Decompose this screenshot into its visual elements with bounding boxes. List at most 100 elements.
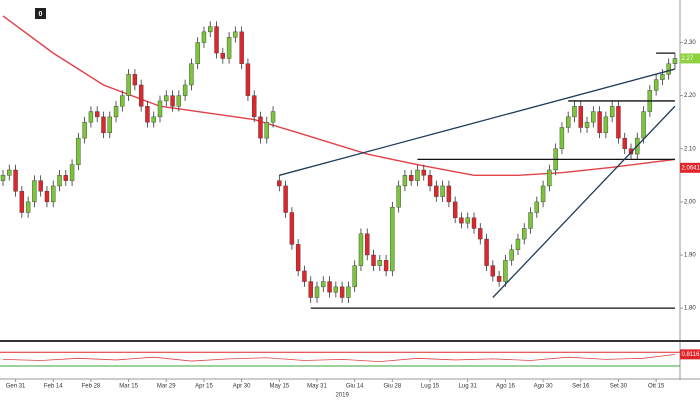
candle-body — [459, 217, 464, 224]
candle-body — [226, 36, 232, 59]
corner-box — [35, 8, 46, 19]
candle-body — [503, 260, 508, 282]
x-tick-label: Ago 16 — [496, 384, 516, 390]
candle-body — [496, 276, 502, 282]
indicator-tag-label: 0.8116 — [682, 352, 700, 358]
candle-body — [220, 52, 226, 59]
candle-body — [383, 260, 389, 272]
candle-body — [239, 31, 244, 64]
candle-body — [94, 111, 100, 118]
candle-body — [358, 233, 364, 266]
candle-body — [258, 116, 263, 139]
candle-body — [597, 111, 602, 134]
candle-body — [214, 26, 219, 54]
candle-body — [377, 260, 382, 266]
x-tick-label: Ago 30 — [534, 384, 554, 390]
x-tick-label: Apr 15 — [195, 384, 213, 390]
x-tick-label: Lug 15 — [421, 384, 440, 390]
candle-body — [38, 180, 43, 192]
candle-body — [69, 164, 75, 181]
candle-body — [51, 185, 56, 203]
candle-body — [107, 116, 112, 134]
candle-body — [289, 212, 295, 245]
candle-body — [409, 175, 414, 181]
candle-body — [302, 270, 307, 282]
y-tick-label: 2.00 — [684, 199, 696, 205]
candle-body — [427, 175, 433, 187]
candle-body — [270, 111, 276, 123]
candle-body — [157, 100, 163, 118]
x-tick-label: Ott 15 — [648, 384, 665, 390]
candle-body — [660, 74, 665, 80]
candle-body — [208, 26, 213, 33]
x-tick-label: Set 16 — [572, 384, 590, 390]
candle-body — [365, 233, 370, 256]
year-label: 2019 — [335, 393, 349, 399]
candle-body — [622, 137, 627, 149]
x-tick-label: Gen 31 — [6, 384, 26, 390]
x-tick-label: Feb 28 — [82, 384, 101, 390]
candle-body — [352, 265, 357, 288]
indicator-tag — [680, 349, 700, 360]
candle-body — [0, 175, 6, 181]
price-tag-label: 2.27 — [682, 56, 694, 62]
candle-body — [277, 180, 282, 187]
price-tag-label: 2.06410 — [682, 165, 700, 171]
x-tick-label: May 31 — [307, 384, 327, 390]
candle-body — [189, 63, 194, 86]
candle-body — [396, 185, 401, 208]
candle-body — [82, 121, 87, 139]
candle-body — [603, 116, 609, 134]
candle-body — [25, 201, 31, 213]
candle-body — [170, 95, 175, 107]
x-tick-label: Apr 30 — [233, 384, 251, 390]
candle-body — [327, 281, 332, 293]
candle-body — [578, 106, 583, 128]
candle-body — [151, 116, 156, 123]
candle-body — [283, 185, 288, 213]
candle-body — [666, 63, 671, 75]
y-tick-label: 1.90 — [684, 253, 696, 259]
candle-body — [484, 238, 489, 266]
candle-body — [308, 281, 313, 298]
candle-body — [540, 185, 546, 203]
candle-body — [321, 281, 326, 288]
x-tick-label: May 15 — [269, 384, 289, 390]
candle-body — [164, 95, 169, 102]
candle-body — [145, 106, 150, 123]
candle-body — [559, 127, 565, 149]
candle-body — [333, 286, 339, 293]
candle-body — [339, 286, 345, 298]
candle-body — [528, 212, 533, 229]
candle-body — [515, 238, 521, 250]
candle-body — [522, 228, 527, 240]
candle-body — [19, 191, 25, 213]
x-tick-label: Feb 14 — [44, 384, 63, 390]
candle-body — [233, 31, 238, 38]
candle-body — [465, 217, 470, 224]
candle-body — [138, 84, 144, 107]
price-tag — [680, 162, 700, 173]
corner-label: 0 — [39, 11, 43, 18]
candle-body — [201, 31, 207, 43]
candle-body — [452, 201, 458, 219]
candle-body — [176, 95, 182, 107]
candle-body — [76, 137, 81, 165]
x-tick-label: Giu 14 — [346, 384, 364, 390]
candle-body — [672, 58, 678, 64]
candle-body — [591, 111, 596, 123]
candle-body — [547, 169, 552, 187]
candle-body — [32, 180, 37, 203]
x-tick-label: Giu 28 — [384, 384, 402, 390]
candle-body — [346, 286, 351, 298]
candle-body — [434, 185, 439, 197]
candle-body — [245, 63, 251, 96]
candle-body — [415, 169, 420, 181]
candle-body — [653, 79, 659, 91]
candle-body — [126, 74, 131, 96]
candle-body — [13, 169, 18, 192]
y-tick-label: 2.10 — [684, 146, 696, 152]
x-tick-label: Mar 15 — [119, 384, 138, 390]
